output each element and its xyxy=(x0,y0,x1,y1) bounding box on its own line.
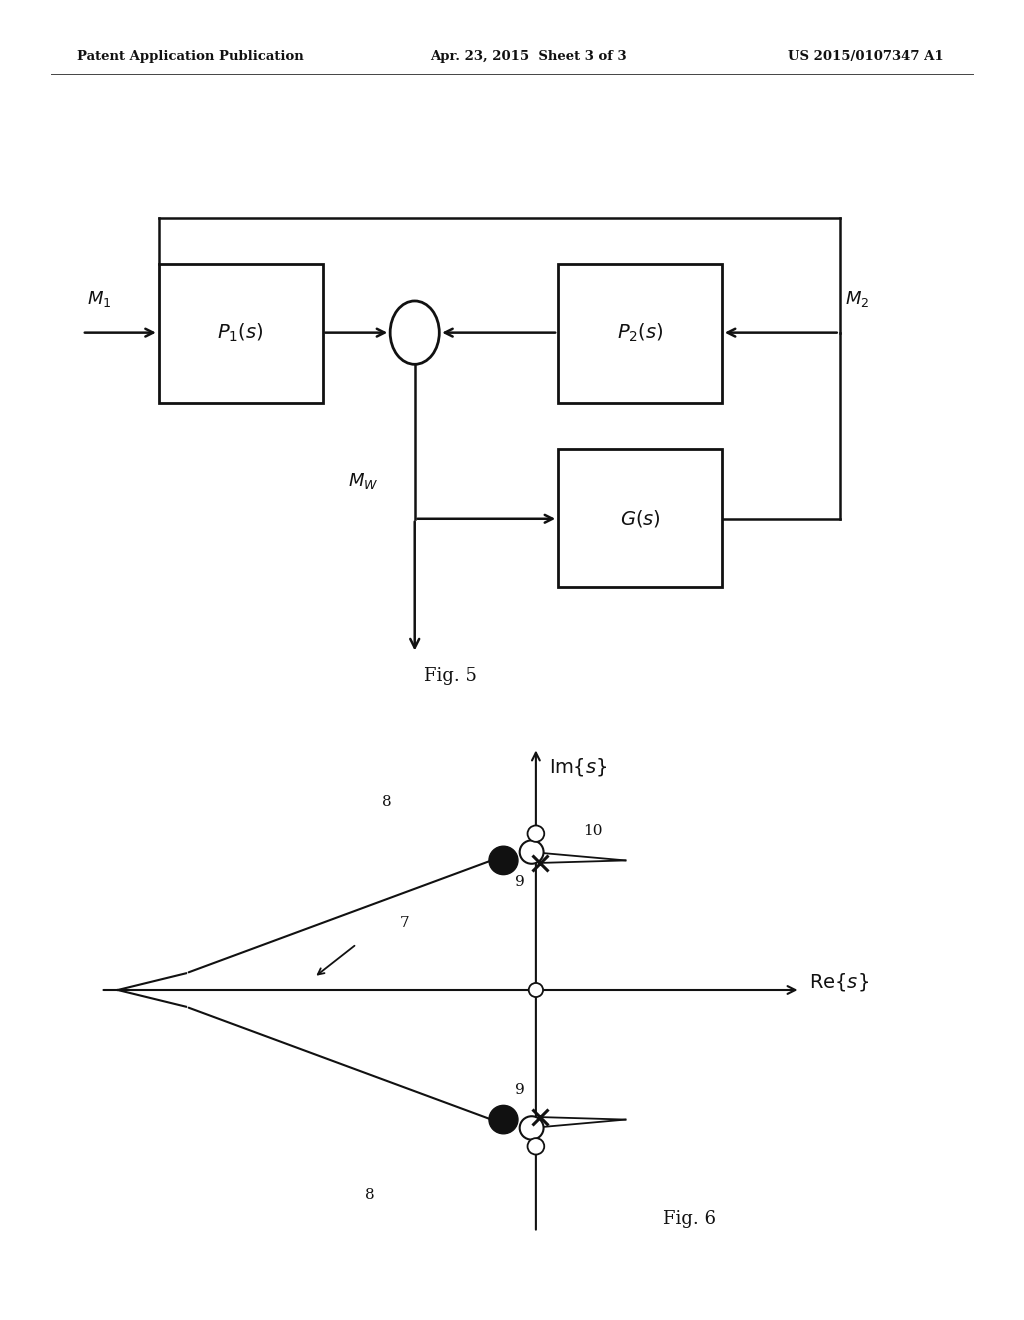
Circle shape xyxy=(528,983,543,997)
Text: 9: 9 xyxy=(514,1084,524,1097)
Text: 9: 9 xyxy=(514,874,524,888)
Text: $\mathrm{Im}\{s\}$: $\mathrm{Im}\{s\}$ xyxy=(549,756,607,777)
Circle shape xyxy=(519,1117,544,1139)
Text: 7: 7 xyxy=(399,916,409,931)
Text: $M_1$: $M_1$ xyxy=(87,289,112,309)
Text: $P_1(s)$: $P_1(s)$ xyxy=(217,322,264,345)
Text: Fig. 5: Fig. 5 xyxy=(424,667,477,685)
FancyBboxPatch shape xyxy=(558,449,722,587)
Circle shape xyxy=(489,1105,518,1134)
Text: Patent Application Publication: Patent Application Publication xyxy=(77,50,303,63)
Text: $G(s)$: $G(s)$ xyxy=(620,508,660,528)
Text: $\mathrm{Re}\{s\}$: $\mathrm{Re}\{s\}$ xyxy=(809,970,869,993)
Circle shape xyxy=(527,825,545,842)
Text: 8: 8 xyxy=(382,795,392,809)
Circle shape xyxy=(390,301,439,364)
Text: US 2015/0107347 A1: US 2015/0107347 A1 xyxy=(788,50,944,63)
Text: $M_2$: $M_2$ xyxy=(845,289,869,309)
Circle shape xyxy=(519,841,544,863)
Text: Fig. 6: Fig. 6 xyxy=(663,1210,716,1228)
FancyBboxPatch shape xyxy=(159,264,323,403)
Text: 10: 10 xyxy=(583,824,602,838)
Circle shape xyxy=(489,846,518,875)
Circle shape xyxy=(527,1138,545,1155)
Text: 8: 8 xyxy=(366,1188,375,1203)
Text: Apr. 23, 2015  Sheet 3 of 3: Apr. 23, 2015 Sheet 3 of 3 xyxy=(430,50,627,63)
FancyBboxPatch shape xyxy=(558,264,722,403)
Text: $M_W$: $M_W$ xyxy=(348,471,379,491)
Text: $P_2(s)$: $P_2(s)$ xyxy=(616,322,664,345)
